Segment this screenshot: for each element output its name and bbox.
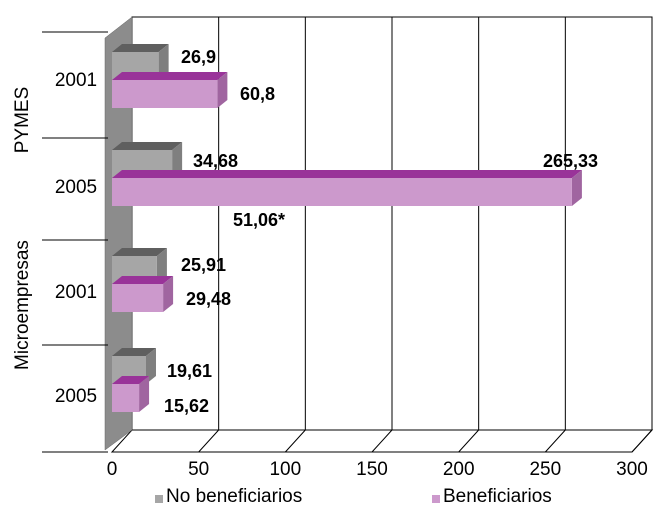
category-label: 2005 — [55, 177, 97, 198]
gridline-floor — [371, 429, 393, 453]
bar — [112, 384, 140, 412]
legend-item-no-beneficiarios: No beneficiarios — [155, 486, 302, 508]
gridline-floor — [544, 429, 566, 453]
bar-top — [112, 44, 169, 52]
annotation-label: 51,06* — [233, 210, 285, 230]
bar-top — [112, 376, 150, 384]
data-labels: 26,9 60,8 34,68 265,33 51,06* 25,91 29,48 19,61… — [164, 47, 598, 416]
group-label-microempresas: Microempresas — [12, 240, 33, 370]
legend-label-no-beneficiarios: No beneficiarios — [166, 486, 303, 507]
bar-top — [112, 248, 167, 256]
bar-top — [112, 170, 582, 178]
legend-label-beneficiarios: Beneficiarios — [443, 486, 552, 507]
legend-item-beneficiarios: Beneficiarios — [432, 486, 552, 508]
data-label: 19,61 — [167, 361, 212, 381]
bar-side — [163, 276, 174, 312]
x-tick-label: 200 — [443, 459, 475, 480]
category-label: 2001 — [55, 70, 97, 91]
legend-swatch-beneficiarios — [432, 495, 440, 503]
bar-side — [217, 72, 228, 108]
group-label-pymes: PYMES — [12, 87, 33, 154]
bar — [112, 80, 218, 108]
x-tick-label: 100 — [269, 459, 301, 480]
x-tick-label: 0 — [107, 459, 118, 480]
bar-side — [571, 170, 582, 206]
data-label: 25,91 — [181, 255, 226, 275]
gridline-floor — [458, 429, 480, 453]
bar-chart: 26,9 60,8 34,68 265,33 51,06* 25,91 29,48 19,61… — [12, 16, 654, 480]
x-tick-label: 150 — [356, 459, 388, 480]
bars — [112, 44, 582, 412]
bar — [112, 284, 164, 312]
bar-side — [156, 248, 167, 284]
legend-swatch-no-beneficiarios — [155, 495, 163, 503]
data-label: 15,62 — [164, 396, 209, 416]
gridline-floor — [284, 429, 306, 453]
category-label: 2005 — [55, 386, 97, 407]
side-wall — [104, 16, 133, 451]
bar-top — [112, 72, 228, 80]
gridline-floor — [198, 429, 220, 453]
bar-top — [112, 276, 174, 284]
bar-side — [145, 348, 156, 384]
data-label: 265,33 — [543, 151, 598, 171]
data-label: 29,48 — [186, 289, 231, 309]
data-label: 34,68 — [193, 151, 238, 171]
category-label: 2001 — [55, 282, 97, 303]
data-label: 60,8 — [240, 84, 275, 104]
gridline-floor — [631, 429, 653, 453]
x-tick-label: 300 — [616, 459, 648, 480]
bar-side — [139, 376, 150, 412]
bar-top — [112, 142, 183, 150]
x-tick-label: 250 — [529, 459, 561, 480]
axes: 0 50 100 150 200 250 300 2001 2005 2001 2005 PYMES M… — [12, 31, 648, 480]
gridlines — [198, 17, 653, 453]
bar-side — [158, 44, 169, 80]
bar — [112, 178, 572, 206]
bar-top — [112, 348, 156, 356]
data-label: 26,9 — [181, 47, 216, 67]
x-tick-label: 50 — [188, 459, 209, 480]
bar-side — [172, 142, 183, 178]
